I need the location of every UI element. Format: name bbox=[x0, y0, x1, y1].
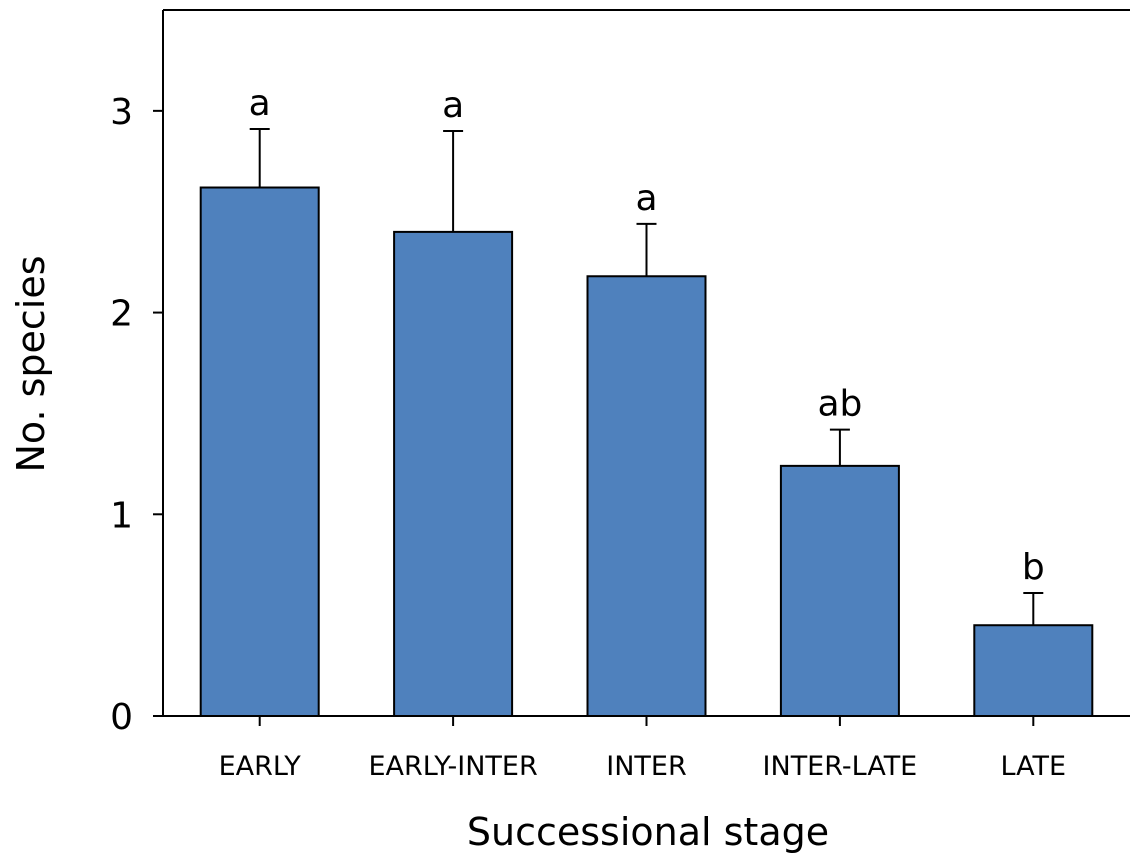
significance-label: a bbox=[249, 83, 271, 124]
x-tick-label: INTER bbox=[606, 751, 686, 782]
x-axis-title: Successional stage bbox=[467, 810, 829, 854]
bar bbox=[393, 230, 514, 717]
bar bbox=[586, 275, 707, 717]
x-tick-label: INTER-LATE bbox=[763, 751, 918, 782]
significance-label: ab bbox=[817, 384, 862, 425]
x-tick-label: LATE bbox=[1001, 751, 1067, 782]
significance-label: a bbox=[635, 178, 657, 219]
bar bbox=[199, 186, 320, 718]
y-tick-label: 0 bbox=[110, 697, 133, 738]
significance-label: a bbox=[442, 85, 464, 126]
significance-label: b bbox=[1022, 547, 1045, 588]
bar bbox=[973, 624, 1094, 718]
y-tick-label: 3 bbox=[110, 92, 133, 133]
bar bbox=[779, 464, 900, 718]
x-tick-label: EARLY-INTER bbox=[368, 751, 537, 782]
y-tick-label: 1 bbox=[110, 495, 133, 536]
y-tick-label: 2 bbox=[110, 294, 133, 335]
y-axis-title: No. species bbox=[9, 255, 53, 472]
x-tick-label: EARLY bbox=[219, 751, 302, 782]
plot-area: 0 1 2 3 a EARLY a EARLY-INTER a INTER ab INTER-LATE… bbox=[110, 9, 1130, 782]
